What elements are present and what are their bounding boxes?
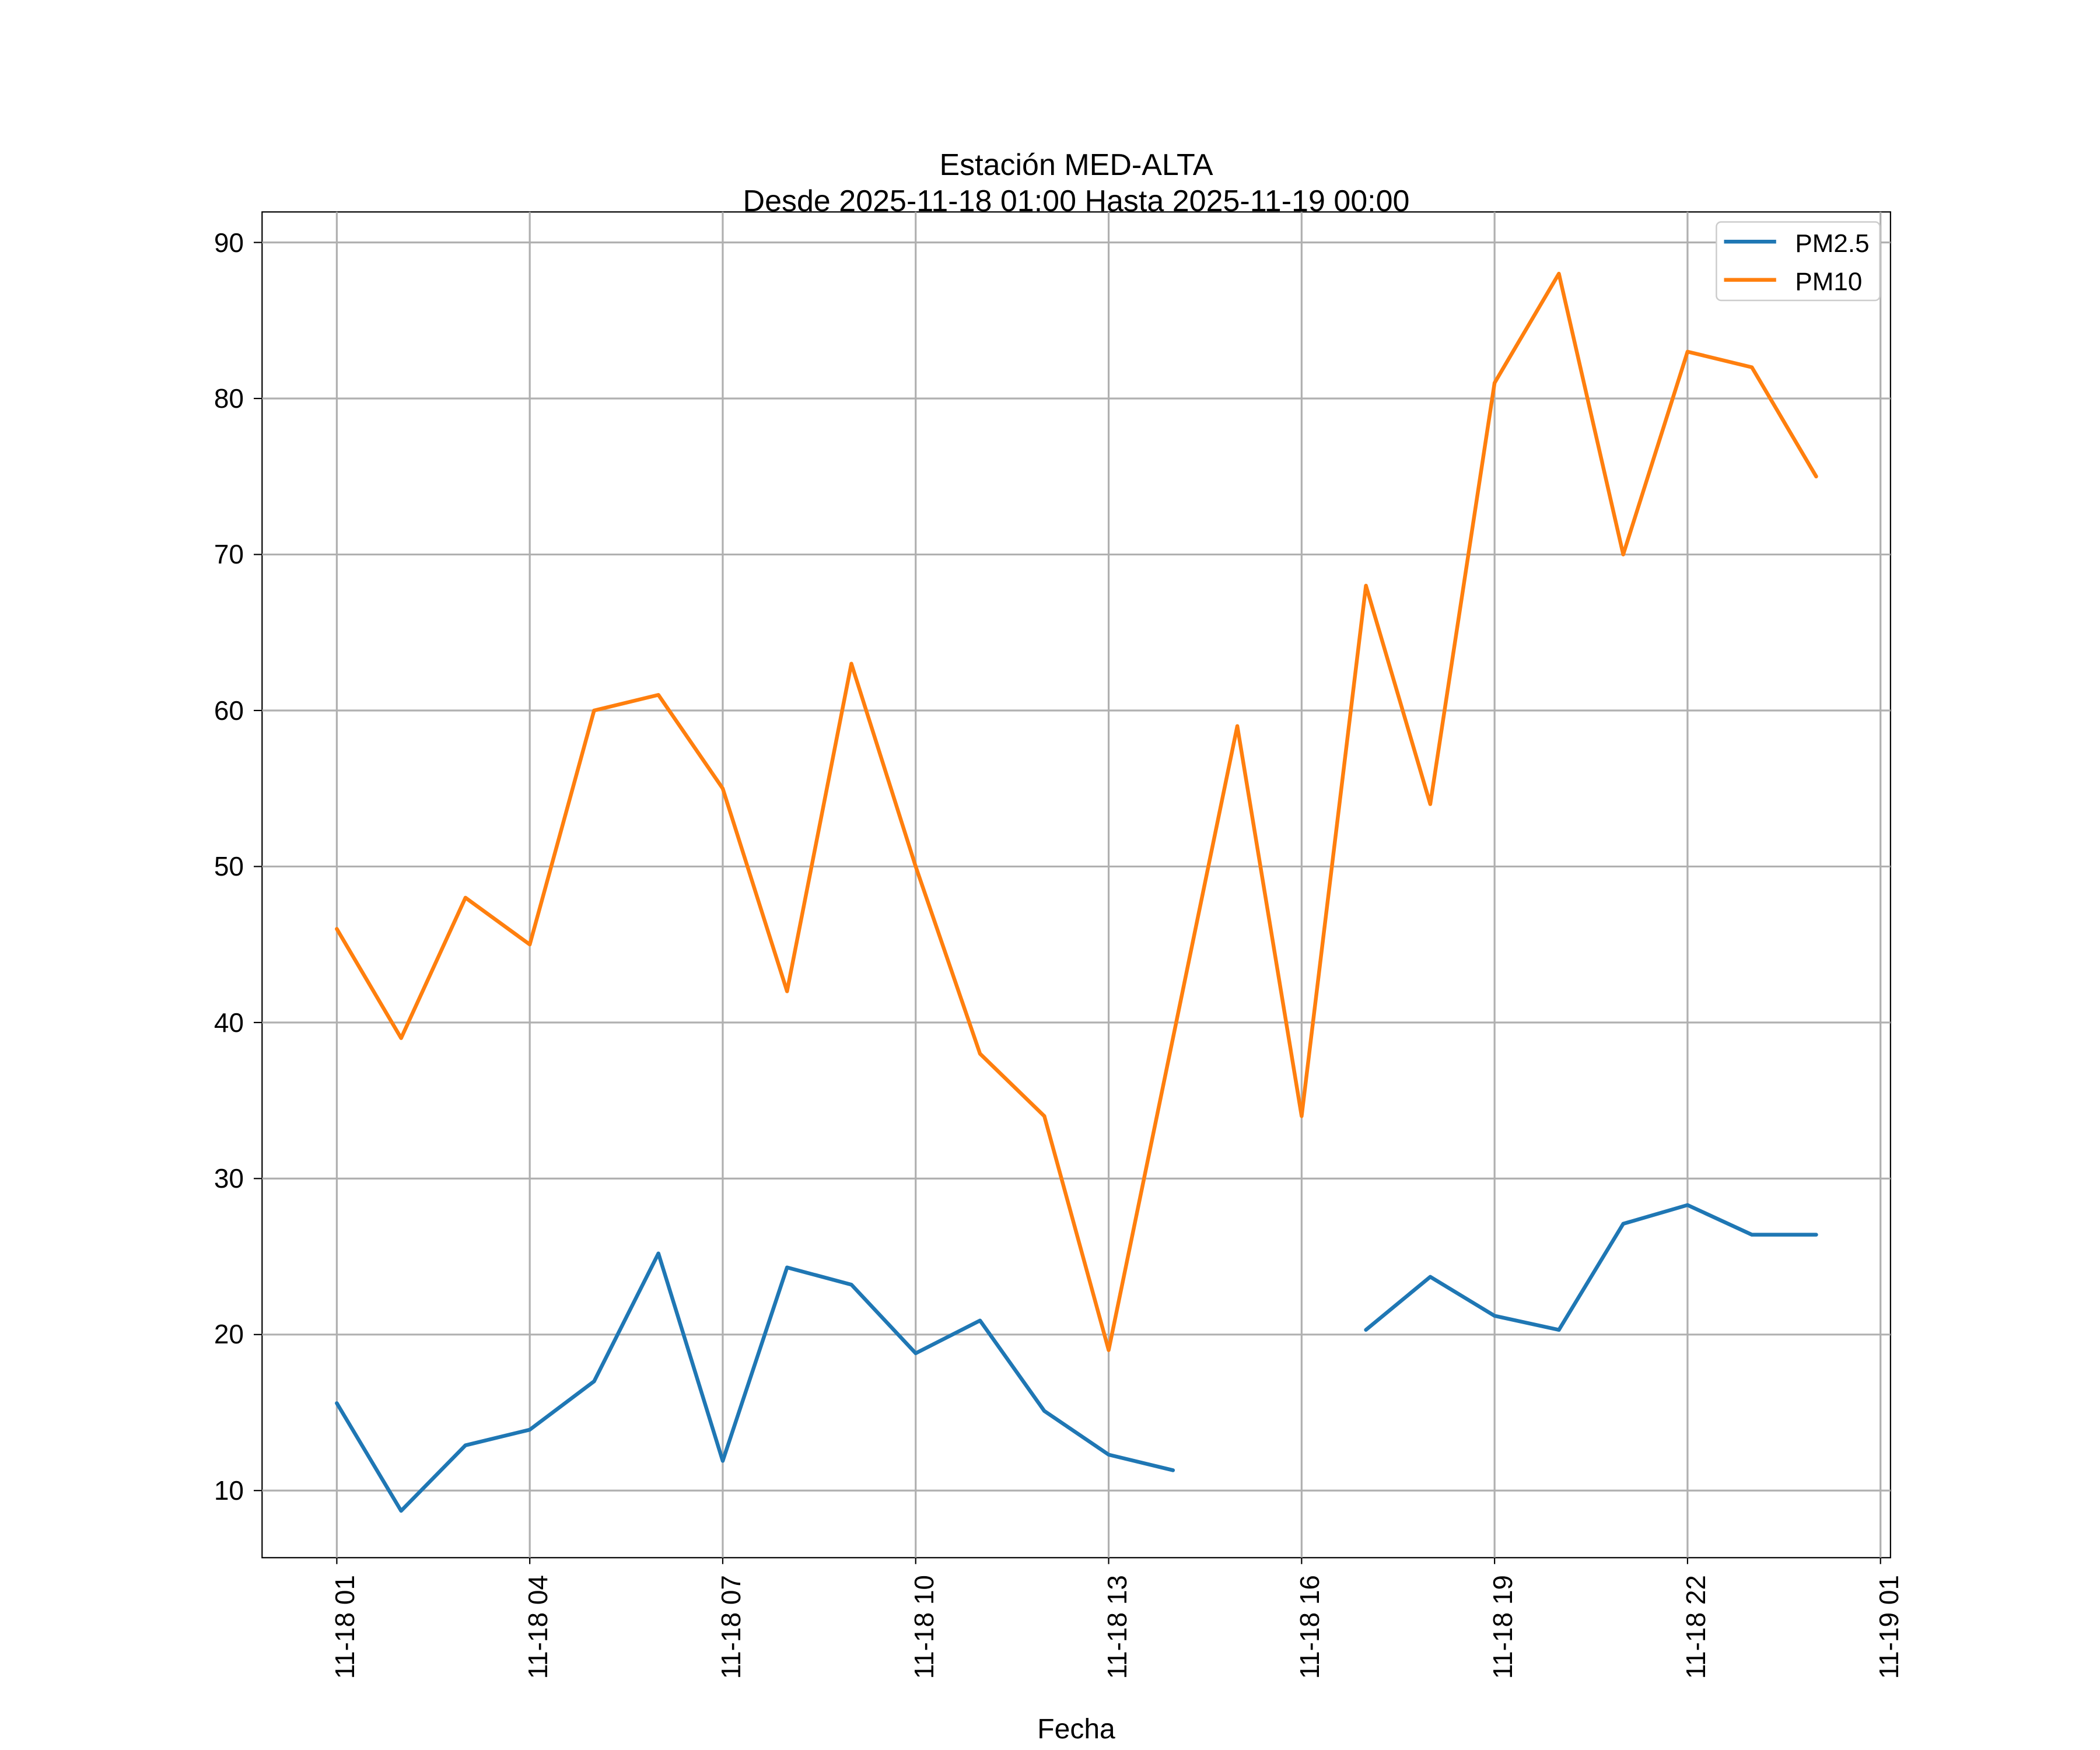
svg-text:40: 40 bbox=[214, 1007, 244, 1038]
svg-text:11-18 19: 11-18 19 bbox=[1488, 1575, 1518, 1679]
svg-text:11-18 16: 11-18 16 bbox=[1294, 1575, 1325, 1679]
svg-text:50: 50 bbox=[214, 851, 244, 881]
svg-text:11-18 13: 11-18 13 bbox=[1102, 1575, 1132, 1679]
svg-text:11-18 10: 11-18 10 bbox=[909, 1575, 939, 1679]
svg-text:11-18 04: 11-18 04 bbox=[523, 1575, 553, 1679]
svg-text:11-18 22: 11-18 22 bbox=[1681, 1575, 1711, 1679]
svg-text:60: 60 bbox=[214, 695, 244, 726]
svg-text:11-18 07: 11-18 07 bbox=[716, 1575, 746, 1679]
svg-text:10: 10 bbox=[214, 1475, 244, 1506]
svg-text:90: 90 bbox=[214, 228, 244, 258]
svg-text:70: 70 bbox=[214, 539, 244, 569]
svg-text:80: 80 bbox=[214, 383, 244, 414]
svg-text:20: 20 bbox=[214, 1319, 244, 1349]
svg-text:11-18 01: 11-18 01 bbox=[330, 1575, 360, 1679]
svg-text:30: 30 bbox=[214, 1163, 244, 1194]
svg-text:PM10: PM10 bbox=[1795, 268, 1862, 296]
svg-text:Fecha: Fecha bbox=[1037, 1714, 1115, 1745]
svg-text:PM2.5: PM2.5 bbox=[1795, 229, 1869, 258]
svg-text:Estación MED-ALTA: Estación MED-ALTA bbox=[939, 148, 1213, 182]
svg-text:11-19 01: 11-19 01 bbox=[1874, 1575, 1904, 1679]
